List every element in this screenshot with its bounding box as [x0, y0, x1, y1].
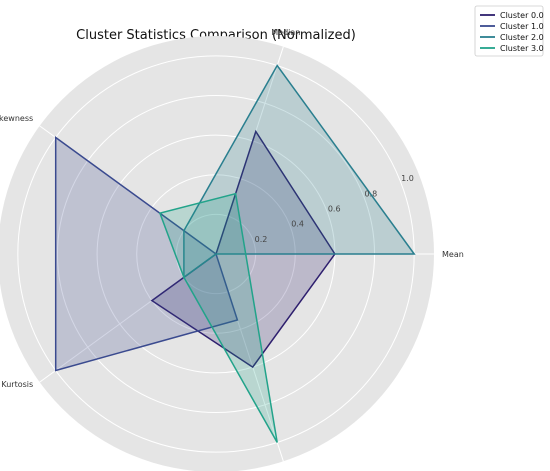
axis-label: Kurtosis: [1, 380, 33, 389]
legend-label: Cluster 0.0: [500, 11, 544, 20]
r-tick-label: 0.8: [364, 189, 377, 198]
chart-title: Cluster Statistics Comparison (Normalize…: [76, 28, 356, 43]
legend-label: Cluster 2.0: [500, 33, 544, 42]
plot-area: 0.2 0.4 0.6 0.8 1.0 Mean Median Skewness Kurtosi…: [0, 28, 464, 471]
legend: Cluster 0.0 Cluster 1.0 Cluster 2.0 Cluster…: [474, 5, 544, 57]
series-polygon: [158, 192, 278, 443]
axis-label: Mean: [442, 250, 464, 259]
legend-label: Cluster 3.0: [500, 44, 544, 53]
r-tick-label: 0.6: [328, 204, 341, 213]
series-polygon: [54, 136, 239, 372]
legend-label: Cluster 1.0: [500, 22, 544, 31]
legend-box: [474, 5, 544, 57]
axis-label: Skewness: [0, 114, 33, 123]
r-tick-label: 0.4: [291, 220, 304, 229]
r-tick-label: 1.0: [401, 174, 414, 183]
axis-label: Median: [271, 28, 300, 37]
r-tick-label: 0.2: [255, 235, 268, 244]
